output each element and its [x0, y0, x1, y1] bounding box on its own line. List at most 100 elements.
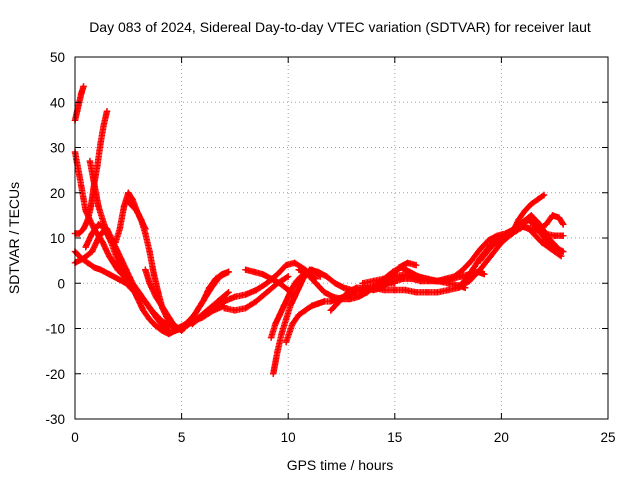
data-point	[95, 221, 102, 228]
data-point	[231, 293, 239, 301]
data-point	[297, 273, 305, 280]
data-point	[221, 298, 228, 305]
data-point	[165, 330, 173, 338]
data-point	[78, 255, 85, 262]
y-tick-label: 40	[50, 95, 65, 110]
data-point	[263, 289, 271, 296]
data-point	[78, 90, 85, 97]
data-point	[221, 304, 228, 312]
data-point	[95, 234, 102, 242]
data-point	[487, 243, 494, 251]
series-track-24	[508, 216, 567, 255]
data-point	[114, 275, 121, 282]
data-point	[528, 212, 535, 219]
data-point	[295, 266, 303, 273]
data-point	[402, 271, 409, 278]
data-point	[103, 225, 111, 233]
data-point	[242, 304, 249, 312]
data-point	[88, 248, 96, 255]
series-track-19	[359, 271, 469, 291]
data-point	[534, 196, 541, 203]
data-point	[218, 271, 226, 278]
data-point	[481, 271, 488, 278]
data-point	[321, 289, 328, 296]
data-point	[380, 275, 388, 282]
data-point	[97, 139, 104, 147]
data-point	[542, 221, 550, 228]
data-point	[80, 83, 87, 90]
data-point	[146, 280, 153, 287]
x-tick-label: 25	[600, 430, 615, 445]
data-point	[487, 252, 494, 260]
data-point	[560, 232, 567, 239]
data-point	[363, 289, 371, 296]
data-point	[476, 257, 484, 264]
data-point	[476, 246, 484, 253]
data-point	[280, 302, 288, 310]
data-point	[103, 108, 111, 115]
y-tick-label: -30	[45, 412, 65, 427]
data-point	[353, 284, 360, 291]
data-point	[542, 237, 550, 244]
data-point	[129, 196, 136, 203]
data-point	[515, 216, 522, 224]
data-point	[485, 237, 492, 244]
data-point	[525, 216, 533, 224]
data-point	[402, 286, 409, 294]
data-point	[551, 232, 558, 239]
data-point	[521, 207, 529, 215]
x-tick-label: 10	[281, 430, 296, 445]
data-point	[129, 203, 136, 210]
data-point	[434, 277, 441, 285]
data-point	[423, 289, 430, 296]
data-point	[321, 298, 328, 305]
data-point	[293, 277, 300, 285]
data-point	[459, 266, 467, 273]
data-point	[116, 252, 123, 260]
axis-tick-labels: 0 5 10 15 20 25 -30 -20 -10 0 10 20 30 40 50	[45, 50, 615, 445]
data-point	[336, 298, 343, 305]
data-point	[302, 307, 309, 314]
data-point	[291, 293, 298, 301]
data-point	[434, 289, 441, 296]
data-point	[555, 214, 563, 221]
data-point	[289, 284, 296, 291]
x-tick-label: 15	[387, 430, 402, 445]
data-point	[152, 323, 160, 330]
data-point	[99, 216, 106, 224]
data-point	[327, 298, 335, 305]
data-point	[282, 261, 290, 269]
data-point	[142, 298, 149, 305]
data-point	[346, 295, 354, 303]
data-point	[191, 311, 198, 319]
data-point	[84, 259, 91, 267]
data-point	[549, 212, 556, 219]
data-point	[189, 320, 196, 328]
data-point	[94, 162, 101, 169]
data-point	[444, 280, 452, 287]
data-point	[140, 307, 147, 314]
data-point	[308, 302, 315, 310]
data-point	[391, 273, 398, 280]
data-point	[88, 230, 96, 237]
data-point	[142, 266, 149, 273]
data-point	[225, 268, 232, 276]
data-point	[312, 280, 320, 287]
data-point	[557, 252, 565, 260]
data-point	[80, 225, 87, 233]
data-point	[274, 347, 281, 355]
data-point	[412, 289, 420, 296]
data-point	[146, 316, 153, 323]
data-point	[161, 307, 168, 314]
data-point	[282, 338, 290, 346]
data-point	[451, 273, 458, 280]
x-tick-label: 0	[71, 430, 79, 445]
data-point	[199, 298, 207, 305]
data-point	[157, 316, 164, 323]
data-point	[225, 289, 232, 296]
data-point	[359, 280, 367, 287]
data-point	[122, 280, 130, 287]
data-point	[276, 311, 283, 319]
data-point	[90, 264, 98, 271]
